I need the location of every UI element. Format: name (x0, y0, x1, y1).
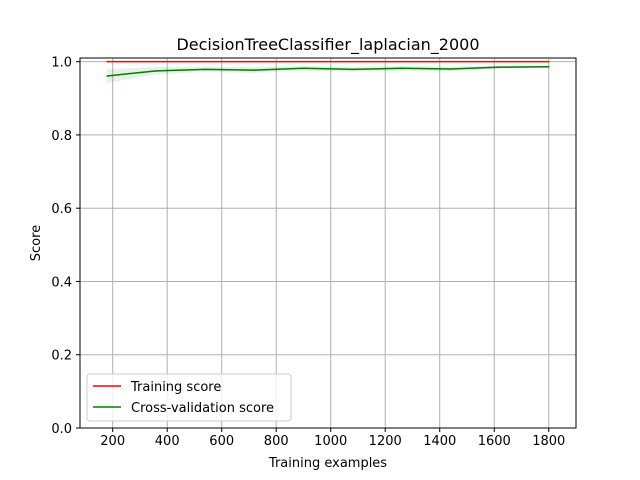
x-tick-label: 600 (209, 434, 234, 449)
data-point-cross-validation-score (204, 68, 207, 71)
data-point-training-score (498, 60, 501, 63)
x-tick-label: 400 (155, 434, 180, 449)
data-point-training-score (106, 60, 109, 63)
data-point-cross-validation-score (498, 66, 501, 68)
axis-ticks: 200 400 600 800 1000 1200 1400 1600 1800 0.0 0.2 0.… (51, 56, 565, 449)
data-point-cross-validation-score (302, 67, 305, 70)
x-tick-label: 1400 (423, 434, 456, 449)
data-point-cross-validation-score (449, 68, 452, 70)
data-point-cross-validation-score (253, 69, 256, 71)
data-point-training-score (547, 60, 550, 63)
data-point-training-score (449, 60, 452, 63)
data-point-training-score (400, 60, 403, 63)
y-tick-label: 0.6 (51, 202, 72, 217)
plot-frame (79, 57, 577, 429)
y-tick-label: 0.2 (51, 349, 72, 364)
legend-label-cross-validation: Cross-validation score (131, 401, 274, 416)
data-point-cross-validation-score (400, 67, 403, 70)
y-tick-label: 0.0 (51, 422, 72, 437)
data-point-training-score (204, 60, 207, 63)
legend-box (86, 373, 292, 422)
data-point-cross-validation-score (547, 65, 550, 68)
data-point-cross-validation-score (351, 68, 354, 71)
y-tick-label: 0.8 (51, 129, 72, 144)
data-point-training-score (253, 60, 256, 63)
x-tick-label: 200 (100, 434, 125, 449)
x-axis-label: Training examples (268, 456, 387, 471)
series-line-cross-validation-score (107, 66, 549, 77)
y-tick-label: 1.0 (51, 56, 72, 71)
score-lines (106, 60, 550, 77)
legend: Training score Cross-validation score (86, 373, 292, 422)
data-point-cross-validation-score (106, 75, 109, 77)
x-tick-label: 1800 (532, 434, 565, 449)
x-tick-label: 1200 (369, 434, 402, 449)
x-tick-label: 1600 (478, 434, 511, 449)
legend-label-training: Training score (130, 380, 221, 395)
data-point-training-score (302, 60, 305, 63)
y-tick-label: 0.4 (51, 275, 72, 290)
data-point-training-score (351, 60, 354, 63)
y-axis-label: Score (29, 225, 44, 261)
x-tick-label: 800 (264, 434, 289, 449)
chart-title: DecisionTreeClassifier_laplacian_2000 (176, 35, 479, 55)
x-tick-label: 1000 (314, 434, 347, 449)
data-point-cross-validation-score (155, 70, 158, 72)
data-point-training-score (155, 60, 158, 63)
